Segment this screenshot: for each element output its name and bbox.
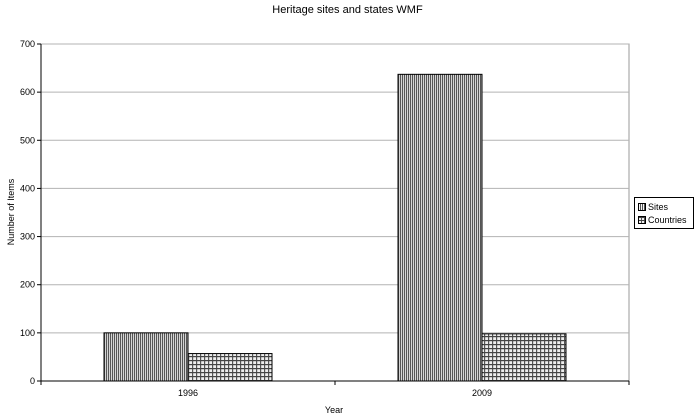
legend-item-sites: Sites (638, 201, 668, 213)
chart-title: Heritage sites and states WMF (272, 4, 423, 16)
y-tick-label: 100 (20, 328, 35, 338)
bar-countries (187, 353, 273, 382)
bar-sites (103, 332, 189, 382)
x-tick-label: 2009 (472, 388, 492, 398)
legend-swatch-countries (638, 216, 646, 224)
legend: Sites Countries (634, 197, 694, 229)
legend-label-sites: Sites (648, 202, 669, 212)
y-tick-label: 600 (20, 87, 35, 97)
y-tick-label: 0 (30, 376, 35, 386)
y-tick-label: 400 (20, 183, 35, 193)
y-tick-label: 700 (20, 39, 35, 49)
plot-frame (40, 43, 630, 382)
legend-label-countries: Countries (648, 215, 687, 225)
x-axis-title: Year (324, 405, 344, 415)
legend-swatch-sites (638, 203, 646, 211)
y-tick-label: 200 (20, 280, 35, 290)
legend-item-countries: Countries (638, 214, 687, 226)
bar-sites (397, 73, 483, 382)
y-tick-label: 300 (20, 232, 35, 242)
x-tick-label: 1996 (178, 388, 198, 398)
bar-countries (481, 333, 567, 382)
y-tick-label: 500 (20, 135, 35, 145)
